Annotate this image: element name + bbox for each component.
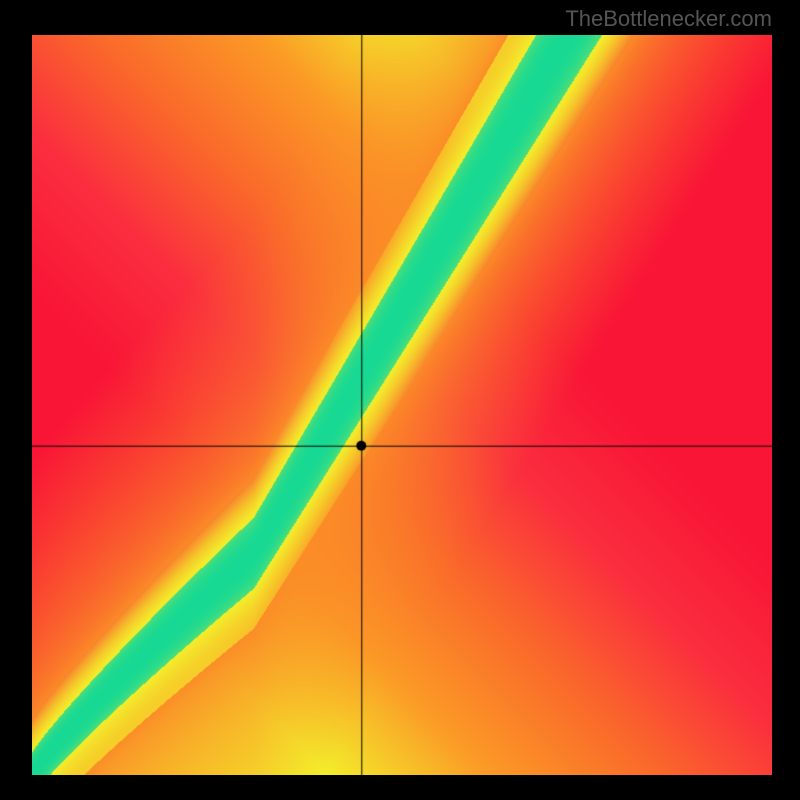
watermark-text: TheBottlenecker.com (565, 6, 772, 32)
chart-container: TheBottlenecker.com (0, 0, 800, 800)
heatmap-plot (32, 35, 772, 775)
heatmap-canvas (32, 35, 772, 775)
